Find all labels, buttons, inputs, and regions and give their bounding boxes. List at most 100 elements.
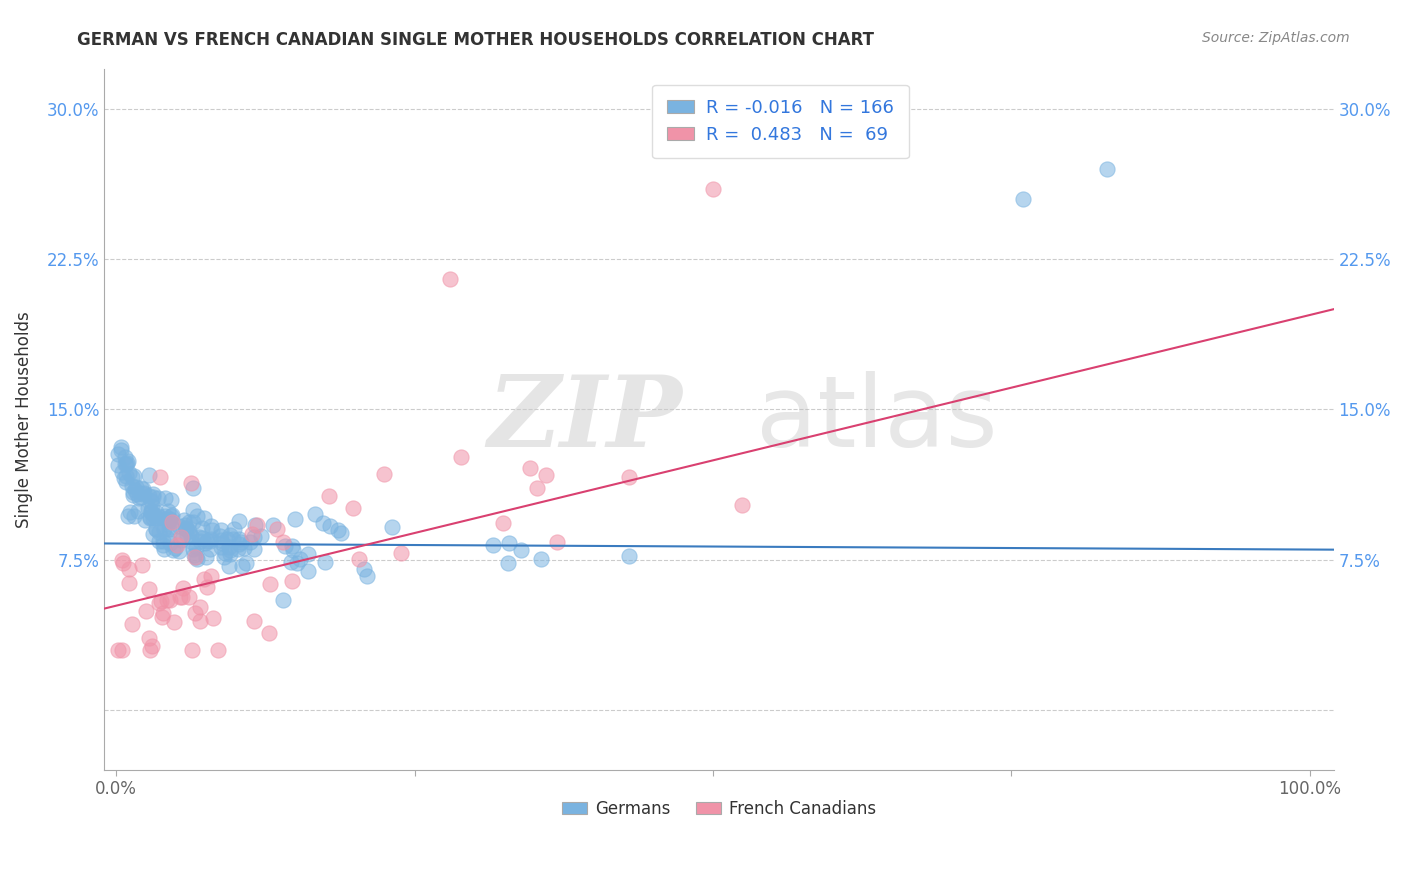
Point (319, 518, 342, 533)
Point (156, 593, 179, 607)
Point (131, 558, 153, 572)
Point (218, 559, 240, 574)
Point (200, 568, 222, 582)
Point (492, 516, 515, 530)
Point (207, 642, 229, 657)
Point (160, 508, 183, 522)
Point (141, 494, 163, 508)
Point (138, 489, 160, 503)
Point (226, 541, 249, 556)
Point (127, 503, 149, 517)
Point (228, 532, 250, 546)
Point (297, 548, 319, 562)
Point (128, 491, 150, 505)
Point (166, 538, 188, 552)
Point (229, 535, 252, 549)
Point (381, 520, 404, 534)
Point (114, 457, 136, 471)
Point (509, 543, 531, 558)
Point (132, 486, 155, 500)
Point (139, 504, 162, 518)
Point (138, 501, 160, 516)
Point (198, 534, 221, 549)
Point (157, 515, 180, 529)
Point (498, 536, 520, 550)
Point (534, 467, 557, 482)
Point (148, 596, 170, 610)
Point (138, 631, 160, 645)
Point (222, 532, 245, 546)
Point (107, 642, 129, 657)
Point (184, 541, 207, 555)
Point (157, 513, 180, 527)
Point (107, 458, 129, 473)
Point (159, 511, 181, 525)
Point (138, 511, 160, 525)
Point (190, 533, 212, 548)
Point (250, 529, 273, 543)
Point (200, 532, 222, 546)
Point (131, 487, 153, 501)
Point (163, 541, 186, 555)
Point (347, 552, 370, 566)
Point (142, 491, 165, 505)
Point (180, 642, 202, 657)
Point (198, 541, 221, 556)
Point (139, 510, 162, 524)
Point (179, 590, 201, 604)
Point (219, 547, 242, 561)
Point (318, 489, 340, 503)
Point (200, 518, 222, 533)
Point (172, 581, 194, 595)
Point (290, 552, 312, 566)
Point (219, 528, 242, 542)
Point (117, 508, 139, 523)
Point (266, 522, 288, 536)
Point (274, 539, 297, 553)
Point (183, 549, 205, 564)
Point (115, 456, 138, 470)
Point (284, 511, 307, 525)
Point (177, 515, 200, 529)
Point (138, 467, 160, 482)
Point (183, 541, 205, 556)
Point (202, 611, 225, 625)
Point (439, 272, 461, 286)
Point (222, 522, 245, 536)
Point (314, 555, 336, 569)
Point (134, 513, 156, 527)
Point (281, 542, 304, 557)
Point (526, 481, 548, 495)
Point (262, 518, 284, 533)
Point (124, 480, 146, 494)
Point (121, 616, 143, 631)
Point (153, 491, 176, 505)
Point (209, 541, 232, 555)
Point (191, 521, 214, 535)
Point (546, 535, 568, 549)
Point (243, 530, 266, 544)
Point (149, 470, 172, 484)
Point (257, 625, 280, 640)
Point (231, 559, 253, 574)
Point (122, 487, 145, 501)
Point (496, 557, 519, 571)
Point (152, 533, 174, 548)
Point (195, 549, 218, 564)
Point (124, 483, 146, 497)
Point (326, 523, 349, 537)
Point (152, 538, 174, 552)
Point (153, 522, 176, 536)
Point (150, 594, 173, 608)
Point (188, 615, 211, 629)
Point (118, 506, 141, 520)
Point (1012, 192, 1035, 206)
Point (142, 508, 165, 522)
Point (153, 512, 176, 526)
Point (122, 469, 145, 483)
Point (228, 536, 250, 550)
Point (121, 470, 143, 484)
Point (117, 466, 139, 480)
Point (193, 511, 215, 525)
Point (169, 519, 191, 533)
